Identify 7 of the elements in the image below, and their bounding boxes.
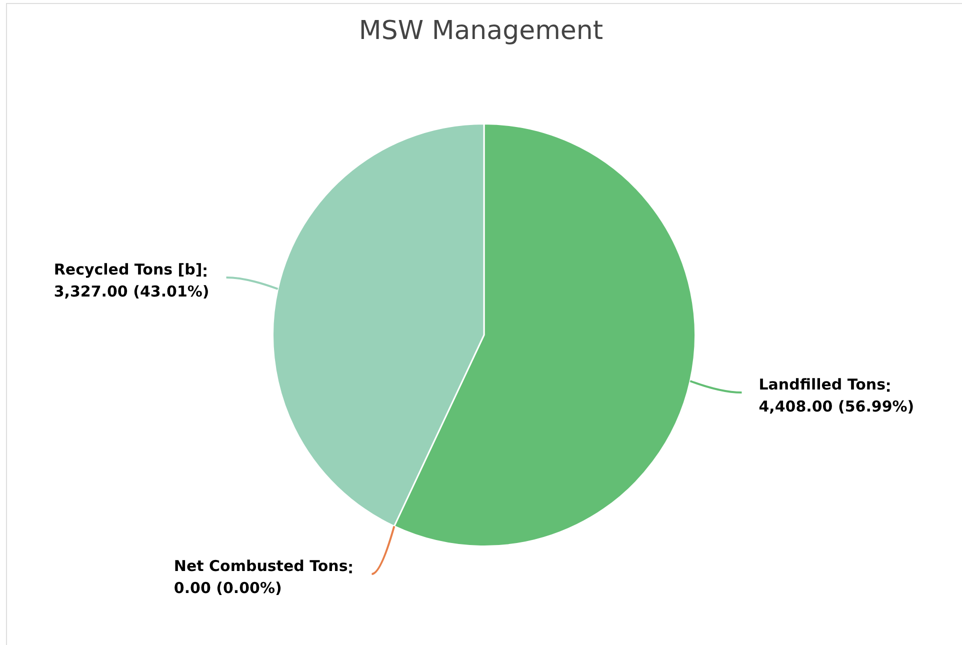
legend-label: Net Combusted Tons	[174, 556, 348, 575]
text: 0.00 (0.00%)	[174, 578, 282, 597]
slice-label: Landfilled Tons	[758, 375, 886, 394]
data-label: 4,408.00 (56.99%)	[758, 397, 914, 416]
slice-label: Recycled Tons [b]	[54, 260, 202, 278]
data-label: 3,327.00 (43.01%)	[54, 282, 210, 300]
chart-title: MSW Management	[358, 16, 604, 46]
